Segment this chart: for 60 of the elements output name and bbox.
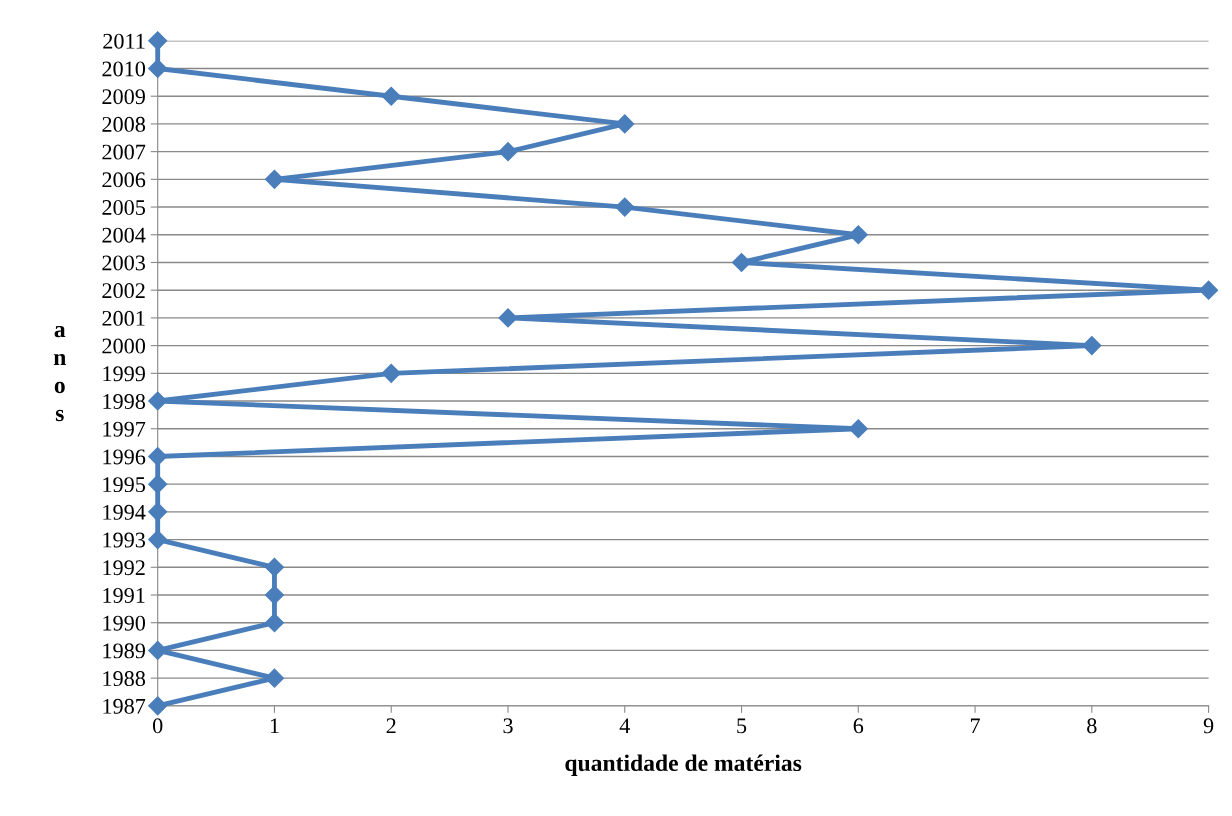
y-tick-label: 1988 — [103, 671, 146, 687]
point — [1082, 336, 1102, 356]
y-tick-label: 2001 — [102, 310, 145, 326]
x-tick-label: 5 — [737, 718, 747, 734]
x-axis-title: quantidade de matérias — [565, 754, 802, 776]
y-tick-label: 2009 — [102, 89, 145, 105]
y-tick-label: 2010 — [102, 61, 146, 77]
x-tick-label: 7 — [970, 718, 980, 734]
point — [731, 252, 752, 273]
point — [381, 86, 401, 106]
y-tick-label: 1995 — [103, 477, 146, 493]
x-tick-label: 4 — [619, 718, 630, 734]
y-tick-label: 2011 — [103, 33, 145, 49]
x-tick-label: 6 — [853, 718, 864, 734]
point — [148, 58, 168, 79]
y-tick-label: 1987 — [103, 698, 146, 714]
y-tick-label: 1990 — [103, 615, 146, 631]
y-tick-label: 1993 — [103, 532, 146, 548]
y-tick-label: 1989 — [103, 643, 145, 659]
x-tick-label: 0 — [152, 718, 163, 734]
y-tick-label: 2006 — [102, 172, 146, 188]
y-tick-label: 1991 — [103, 587, 145, 603]
point — [498, 308, 518, 328]
y-tick-label: 1992 — [103, 560, 145, 576]
x-tick-label: 3 — [503, 718, 513, 734]
point — [848, 419, 868, 439]
point — [848, 225, 868, 245]
point — [264, 585, 284, 605]
y-tick-label: 1994 — [103, 504, 146, 520]
y-tick-label: 2003 — [102, 255, 146, 271]
point — [1199, 280, 1219, 300]
x-tick-label: 2 — [386, 718, 396, 734]
y-tick-label: 2004 — [102, 227, 146, 243]
y-tick-label: 1996 — [103, 449, 146, 465]
point — [148, 446, 168, 466]
x-tick-label: 1 — [270, 718, 279, 734]
point — [381, 363, 401, 383]
x-tick-label: 9 — [1203, 718, 1214, 734]
y-tick-label: 1997 — [103, 421, 146, 437]
y-axis-title: anos — [53, 325, 66, 422]
point — [264, 613, 284, 633]
y-tick-label: 2005 — [102, 199, 146, 215]
point — [264, 557, 284, 577]
point — [148, 474, 168, 494]
point — [264, 169, 284, 189]
point — [148, 391, 168, 411]
point — [615, 197, 635, 217]
x-tick-label: 8 — [1087, 718, 1097, 734]
y-tick-label: 2007 — [102, 144, 146, 160]
y-tick-label: 1998 — [103, 393, 146, 409]
point — [148, 502, 168, 522]
y-tick-label: 2000 — [102, 338, 146, 354]
point — [615, 114, 635, 134]
point — [148, 31, 168, 51]
point — [498, 142, 518, 162]
y-tick-label: 1999 — [103, 366, 145, 382]
y-tick-label: 2008 — [102, 116, 146, 132]
point — [148, 696, 168, 716]
y-tick-label: 2002 — [102, 283, 145, 299]
point — [148, 530, 168, 550]
